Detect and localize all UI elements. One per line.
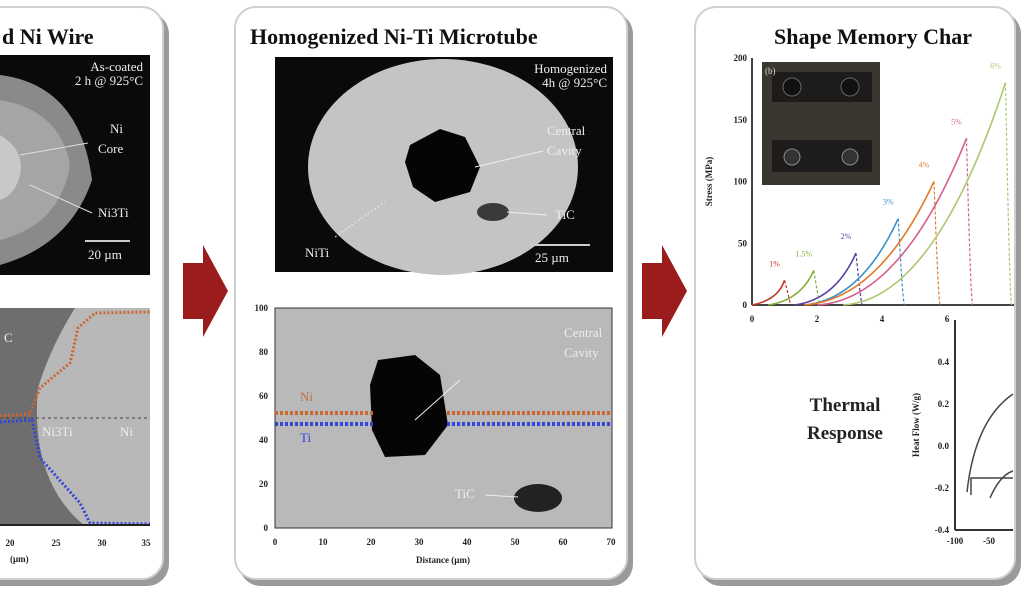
- x-tick: 0: [273, 537, 278, 547]
- panel-shape-memory: Shape Memory Char: [694, 6, 1016, 580]
- series-line-unloading: [813, 270, 821, 306]
- label-ti: Ti: [300, 430, 311, 445]
- scale-bar: 20 µm: [88, 247, 122, 262]
- series-label: 6%: [990, 62, 1001, 71]
- condition-label: As-coated: [90, 59, 143, 74]
- x-tick: 25: [52, 538, 62, 548]
- y-tick: 50: [738, 238, 748, 248]
- x-tick: 60: [559, 537, 569, 547]
- x-tick: 30: [415, 537, 425, 547]
- series-label: 5%: [951, 117, 962, 126]
- y-tick: 0.4: [938, 357, 950, 367]
- arrow-right-icon: [183, 245, 228, 337]
- y-tick: 40: [259, 435, 269, 445]
- series-line-unloading: [897, 218, 905, 306]
- series-label: 4%: [919, 161, 930, 170]
- y-tick: 100: [255, 303, 269, 313]
- series-line-unloading: [933, 181, 941, 306]
- x-tick: 30: [98, 538, 108, 548]
- x-tick: 6: [945, 314, 950, 324]
- series-label: 2%: [841, 232, 852, 241]
- series-line-loading: [751, 280, 786, 306]
- x-tick: 35: [142, 538, 152, 548]
- y-tick: -0.4: [935, 525, 950, 535]
- series-line-unloading: [1004, 82, 1013, 306]
- y-axis-label: Stress (MPa): [704, 157, 714, 207]
- label-central: Central: [564, 325, 603, 340]
- label-core: Core: [98, 141, 124, 156]
- x-tick: -100: [947, 536, 964, 546]
- series-line-loading: [816, 137, 968, 306]
- y-tick: 80: [259, 347, 269, 357]
- label-ni3ti: Ni3Ti: [98, 205, 129, 220]
- label-tic: TiC: [455, 486, 475, 501]
- thermal-line2: Response: [806, 423, 883, 444]
- series-line-loading: [842, 82, 1007, 306]
- series-line-loading: [794, 252, 857, 306]
- label-ni: Ni: [300, 389, 313, 404]
- y-tick: 200: [734, 53, 748, 63]
- label-ni: Ni: [120, 424, 133, 439]
- series-line-unloading: [783, 280, 792, 306]
- x-tick: 20: [6, 538, 16, 548]
- series-line-unloading: [855, 253, 863, 306]
- x-tick: -50: [983, 536, 995, 546]
- micrograph-as-coated: As-coated 2 h @ 925°C Ni Core Ni3Ti 20 µ…: [0, 55, 150, 275]
- panel-title: Shape Memory Char: [774, 24, 972, 49]
- label-ni3ti: Ni3Ti: [42, 424, 73, 439]
- y-tick: -0.2: [935, 483, 950, 493]
- thermal-line1: Thermal: [809, 395, 881, 416]
- label-cavity: Cavity: [564, 345, 599, 360]
- scale-bar: 25 µm: [535, 250, 569, 265]
- y-tick: 0.0: [938, 441, 950, 451]
- y-tick: 60: [259, 391, 269, 401]
- series-line-loading: [803, 181, 935, 306]
- x-axis-label: (µm): [10, 554, 29, 564]
- x-tick: 10: [319, 537, 329, 547]
- micrograph-homogenized: Homogenized 4h @ 925°C Central Cavity Ti…: [275, 57, 613, 275]
- series-line-loading: [768, 270, 815, 306]
- series-label: 1.5%: [795, 249, 812, 258]
- x-tick: 2: [815, 314, 820, 324]
- label-ni: Ni: [110, 121, 123, 136]
- y-tick: 0.2: [938, 399, 950, 409]
- panel-title: Homogenized Ni-Ti Microtube: [250, 24, 538, 49]
- panel-title: d Ni Wire: [2, 24, 94, 49]
- x-tick: 50: [511, 537, 521, 547]
- x-tick: 0: [750, 314, 755, 324]
- x-tick: 40: [463, 537, 473, 547]
- profile-plot-coated: C Ni3Ti Ni 20 25 30 35 (µm): [0, 308, 152, 564]
- y-axis-label: Heat Flow (W/g): [911, 393, 921, 457]
- arrow-right-icon: [642, 245, 687, 337]
- x-axis-label: Distance (µm): [416, 555, 470, 565]
- thermal-response-label: Thermal Response: [790, 392, 900, 448]
- condition-label: 4h @ 925°C: [542, 75, 607, 90]
- label-tic: TiC: [555, 207, 575, 222]
- x-tick: 20: [367, 537, 377, 547]
- condition-label: Homogenized: [534, 61, 607, 76]
- y-tick: 20: [259, 479, 269, 489]
- label-central: Central: [547, 123, 586, 138]
- label-cavity: Cavity: [547, 143, 582, 158]
- y-tick: 150: [734, 115, 748, 125]
- profile-plot-homogenized: Ni Ti Central Cavity TiC 0 20 40 60 80 100 0 10…: [255, 303, 617, 565]
- label-c: C: [4, 330, 13, 345]
- series-line-unloading: [965, 138, 974, 306]
- series-label: 1%: [769, 259, 780, 268]
- y-tick: 0: [264, 523, 269, 533]
- inset-label: (b): [765, 66, 776, 76]
- y-tick: 100: [734, 177, 748, 187]
- series-label: 3%: [883, 198, 894, 207]
- condition-label: 2 h @ 925°C: [75, 73, 143, 88]
- stress-strain-chart: (b) 0 50 100 150 200 0 2 4 6 Stress (MPa) 1% 1.5% 2%…: [704, 53, 1014, 324]
- x-tick: 70: [607, 537, 617, 547]
- label-niti: NiTi: [305, 245, 329, 260]
- dsc-chart: Heat Flow (W/g) 0.4 0.2 0.0 -0.2 -0.4-100 -50: [911, 320, 1014, 546]
- y-tick: 0: [743, 300, 748, 310]
- x-tick: 4: [880, 314, 885, 324]
